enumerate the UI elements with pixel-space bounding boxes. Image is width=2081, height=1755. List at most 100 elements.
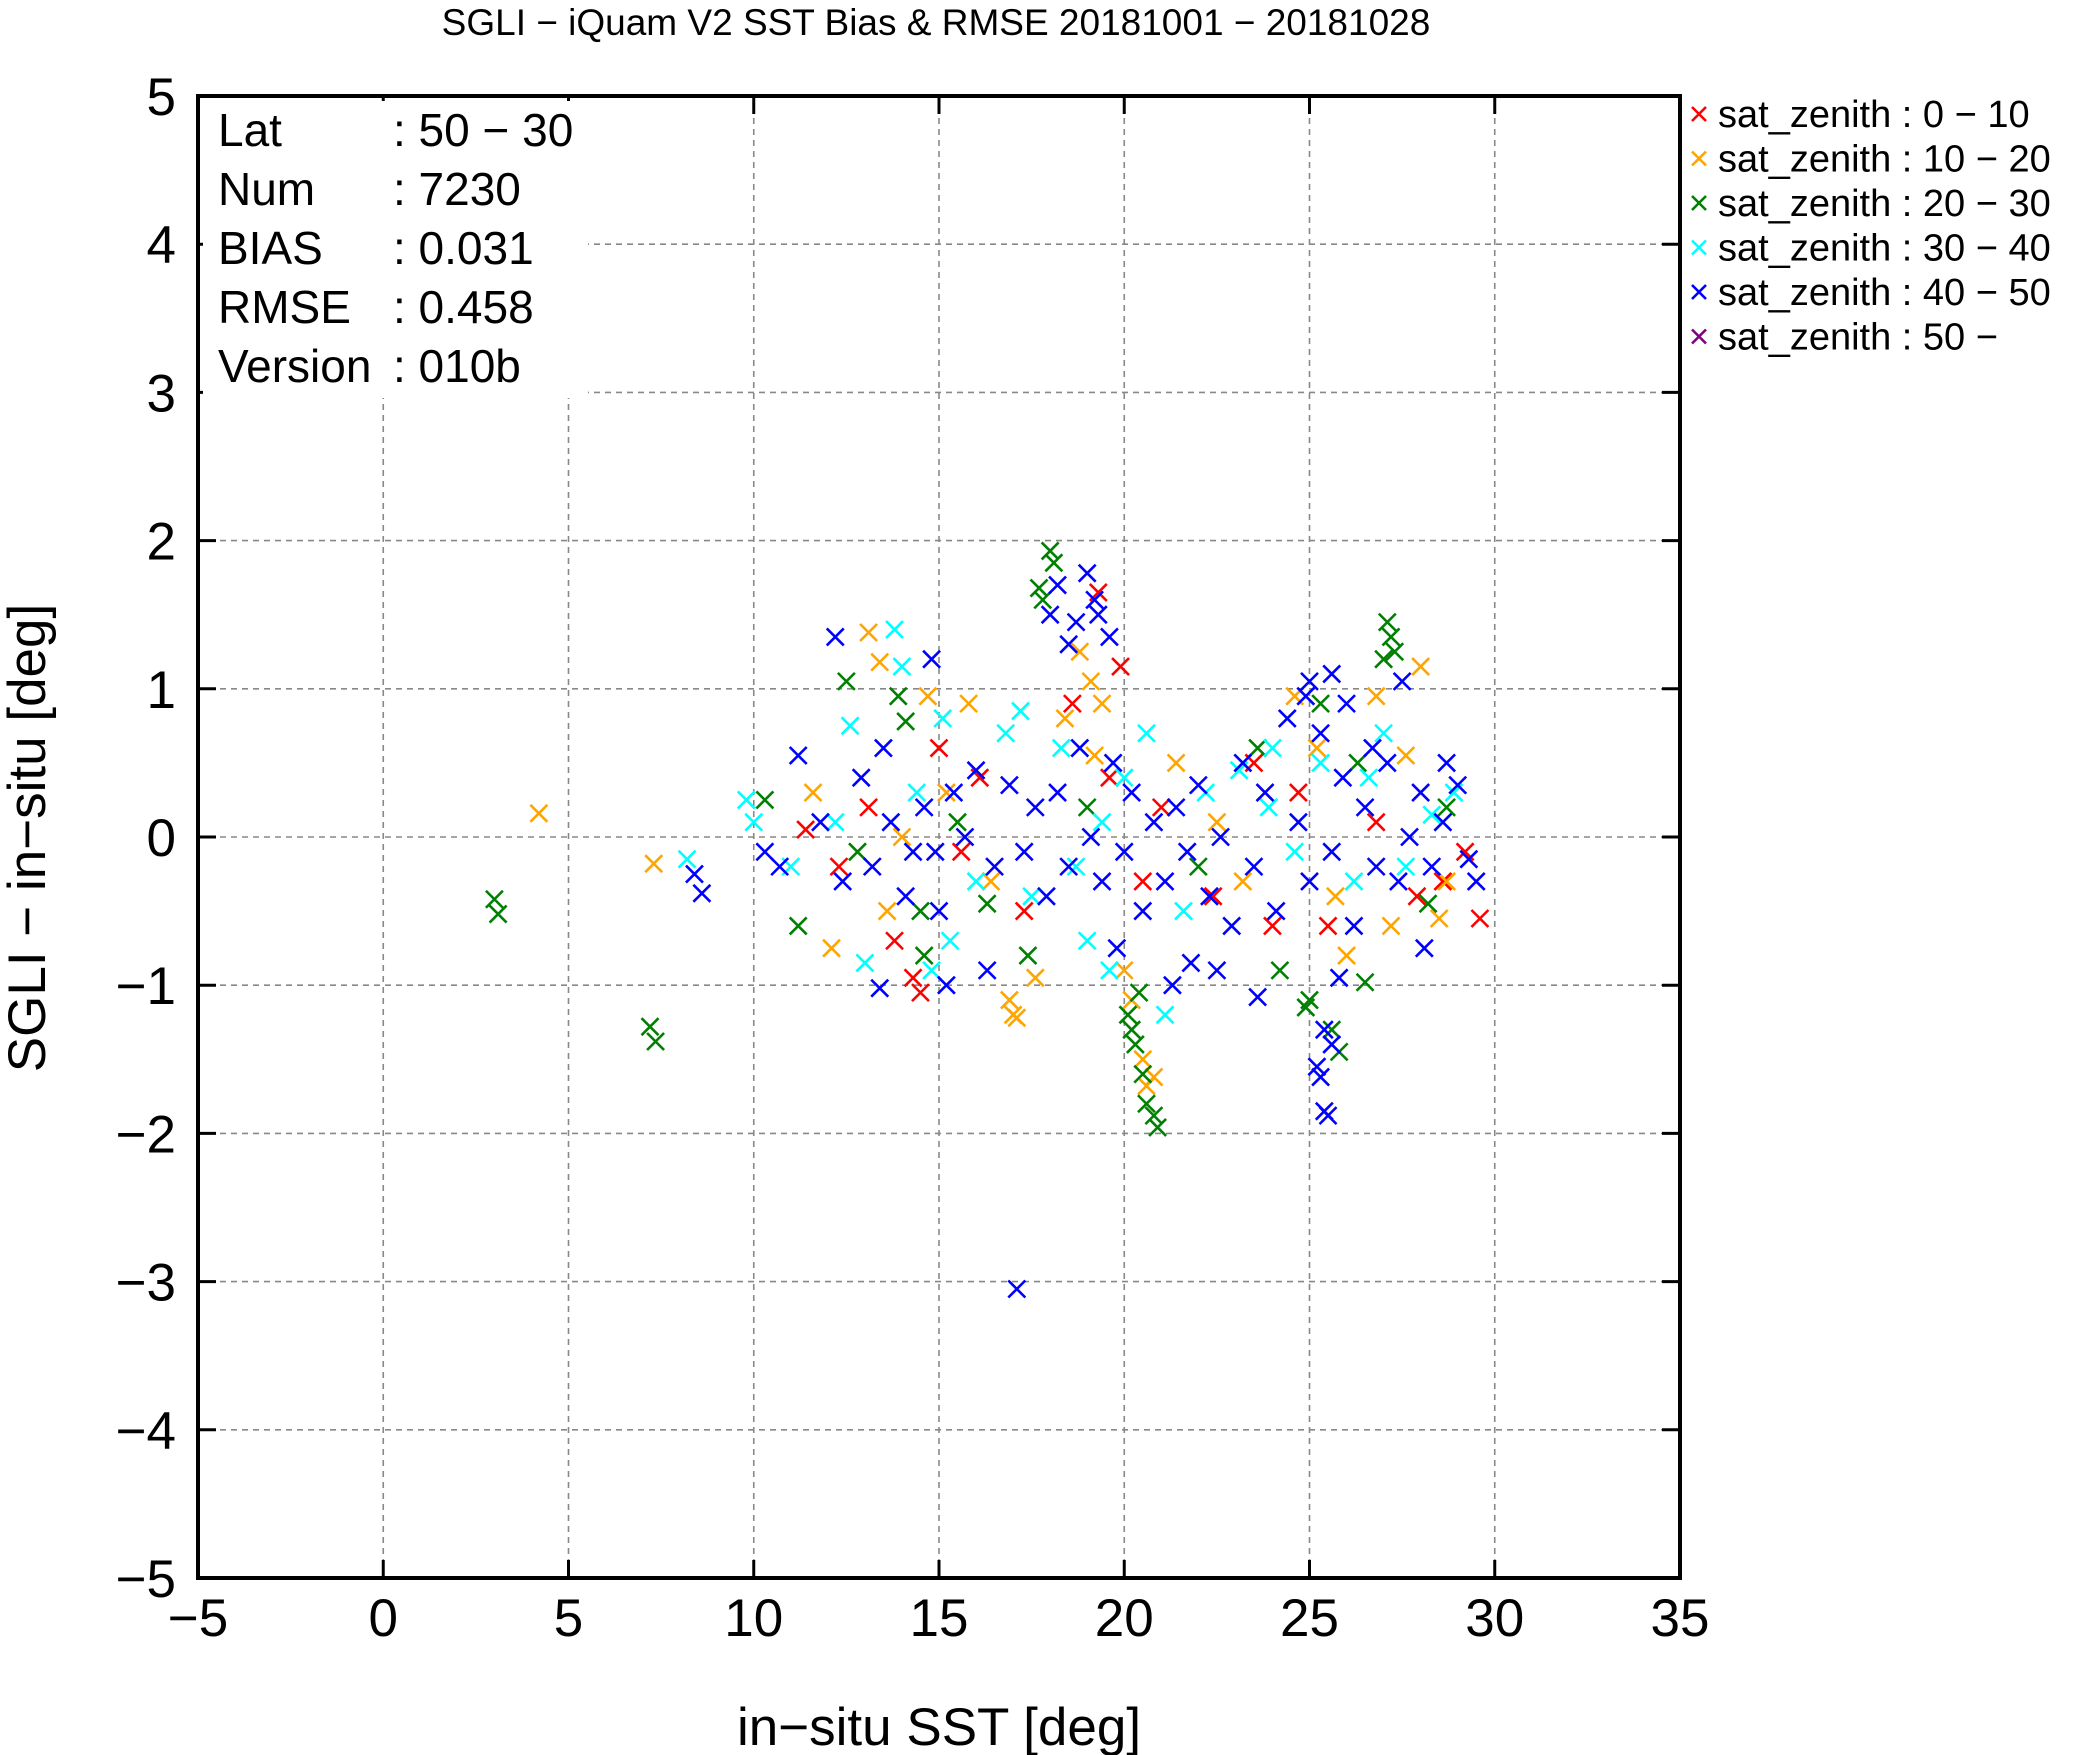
data-point — [1337, 694, 1356, 714]
data-point — [1374, 723, 1394, 743]
data-point — [1437, 872, 1456, 891]
data-point — [1348, 753, 1368, 773]
data-point — [1288, 812, 1308, 832]
data-point — [1092, 694, 1112, 714]
data-point — [1137, 723, 1156, 743]
data-point — [1396, 857, 1416, 877]
data-point — [1263, 916, 1282, 936]
y-tick-label: −1 — [116, 957, 176, 1016]
x-tick-label: 35 — [1651, 1589, 1710, 1648]
data-point — [848, 842, 867, 862]
data-point — [788, 746, 808, 765]
data-point — [1114, 842, 1134, 862]
legend-marker — [1691, 239, 1707, 256]
data-point — [484, 889, 504, 909]
data-point — [1114, 960, 1134, 980]
x-tick-label: 25 — [1280, 1589, 1339, 1648]
data-point — [1144, 1067, 1164, 1087]
data-point — [1007, 1008, 1027, 1028]
data-point — [1163, 975, 1182, 995]
data-point — [959, 694, 979, 714]
y-tick-label: −5 — [116, 1550, 176, 1609]
stats-key: RMSE — [218, 281, 351, 333]
data-point — [936, 975, 956, 995]
data-point — [1137, 1094, 1156, 1114]
data-point — [1048, 575, 1067, 595]
data-point — [1411, 783, 1431, 802]
data-point — [1177, 842, 1197, 862]
data-point — [1133, 872, 1153, 891]
data-point — [1377, 612, 1397, 632]
data-point — [1270, 960, 1290, 980]
stats-value: : 50 − 30 — [393, 104, 573, 156]
data-point — [1266, 901, 1286, 921]
y-tick-label: 1 — [147, 661, 176, 720]
data-point — [862, 857, 882, 877]
data-point — [1355, 972, 1375, 992]
data-point — [1207, 960, 1227, 980]
data-point — [966, 872, 986, 891]
data-point — [896, 711, 916, 731]
data-point — [914, 797, 934, 817]
data-point — [1051, 738, 1071, 758]
data-point — [1233, 753, 1253, 773]
data-point — [1381, 627, 1401, 647]
data-point — [1329, 968, 1349, 988]
data-point — [1070, 642, 1090, 662]
data-point — [1344, 872, 1364, 891]
data-point — [1133, 901, 1153, 921]
data-point — [1092, 872, 1112, 891]
data-point — [825, 812, 845, 832]
data-point — [833, 872, 853, 891]
data-point — [1392, 671, 1412, 691]
data-point — [822, 938, 841, 958]
data-point — [1366, 686, 1386, 706]
data-point — [1466, 872, 1486, 891]
data-point — [1037, 886, 1056, 906]
data-point — [1088, 605, 1108, 625]
data-point — [1103, 753, 1123, 773]
data-point — [1366, 812, 1386, 832]
data-point — [1255, 783, 1275, 802]
data-point — [1133, 1049, 1153, 1069]
y-tick-label: −3 — [116, 1254, 176, 1313]
data-point — [1322, 664, 1342, 684]
data-point — [1148, 1118, 1168, 1137]
data-point — [692, 883, 712, 903]
data-point — [1244, 857, 1264, 877]
data-point — [1300, 990, 1319, 1010]
data-point — [903, 842, 923, 862]
data-point — [1025, 797, 1045, 817]
data-point — [1296, 686, 1316, 706]
data-point — [646, 1032, 665, 1051]
data-point — [1337, 946, 1356, 965]
data-point — [1307, 1057, 1327, 1077]
data-point — [1429, 909, 1449, 928]
data-point — [1025, 968, 1045, 988]
data-point — [936, 783, 956, 802]
data-point — [933, 709, 953, 728]
legend-entry: sat_zenith : 10 − 20 — [1718, 139, 2051, 181]
data-point — [1077, 563, 1097, 583]
data-point — [922, 960, 942, 980]
stats-key: Lat — [218, 104, 282, 156]
y-tick-label: 5 — [147, 68, 176, 127]
data-point — [1081, 671, 1101, 691]
x-tick-label: 10 — [724, 1589, 783, 1648]
stats-box: Lat: 50 − 30 Num: 7230 BIAS: 0.031 RMSE: 0.… — [203, 101, 588, 398]
data-point — [874, 738, 893, 758]
x-tick-label: −5 — [168, 1589, 228, 1648]
data-point — [911, 983, 930, 1003]
data-point — [1437, 797, 1456, 817]
data-point — [1318, 916, 1338, 936]
data-point — [1222, 916, 1242, 936]
stats-value: : 0.031 — [393, 222, 534, 274]
y-tick-label: −2 — [116, 1105, 176, 1164]
data-point — [1300, 671, 1319, 691]
data-point — [1066, 612, 1086, 632]
stats-value: : 7230 — [393, 163, 521, 215]
data-point — [1081, 827, 1101, 847]
data-point — [907, 783, 927, 802]
data-point — [1166, 753, 1186, 773]
data-point — [1155, 1005, 1175, 1025]
